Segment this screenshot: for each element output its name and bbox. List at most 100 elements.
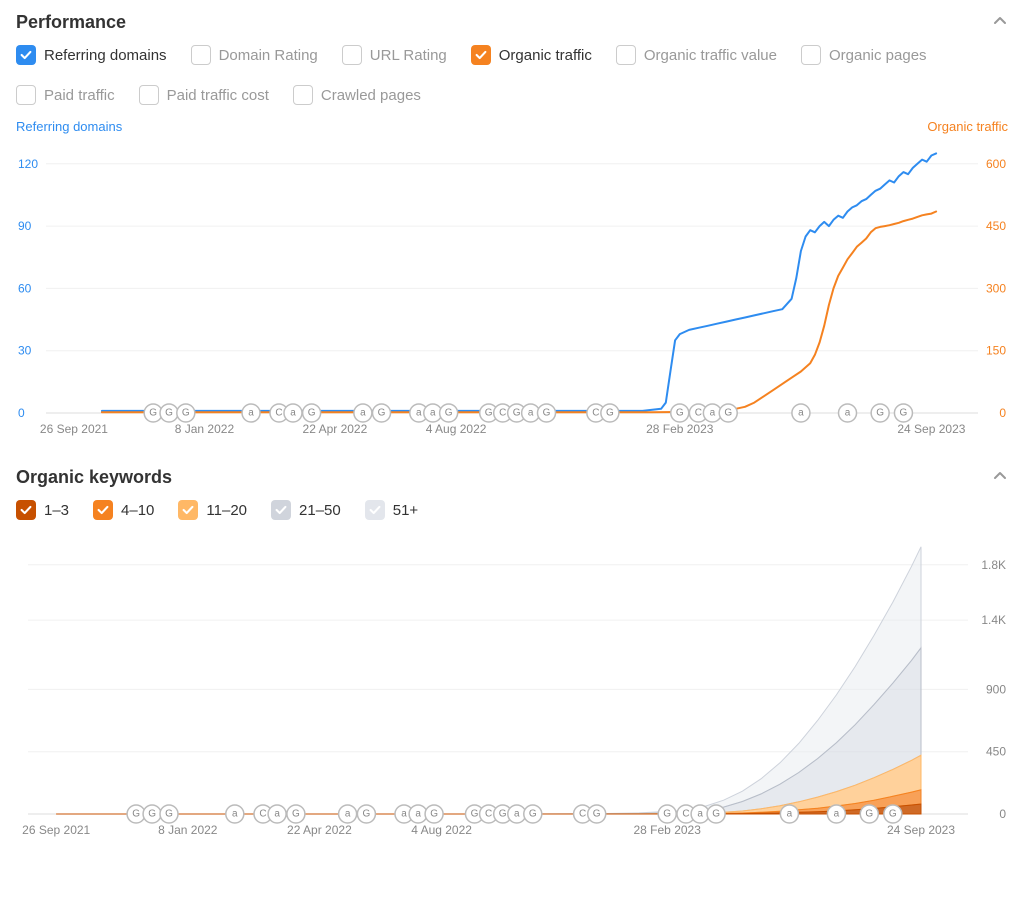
svg-text:1.4K: 1.4K xyxy=(981,613,1006,627)
checkbox-organic-traffic-value[interactable]: Organic traffic value xyxy=(616,45,777,65)
chevron-up-icon[interactable] xyxy=(992,13,1008,32)
checkbox-organic-traffic[interactable]: Organic traffic xyxy=(471,45,592,65)
checkbox-unchecked-icon xyxy=(16,85,36,105)
organic-keywords-title: Organic keywords xyxy=(16,467,172,488)
svg-text:28 Feb 2023: 28 Feb 2023 xyxy=(634,823,702,837)
checkbox-paid-traffic[interactable]: Paid traffic xyxy=(16,85,115,105)
checkbox-paid-traffic-cost[interactable]: Paid traffic cost xyxy=(139,85,269,105)
checkbox-unchecked-icon xyxy=(616,45,636,65)
svg-text:a: a xyxy=(697,809,703,820)
svg-text:a: a xyxy=(232,809,238,820)
performance-chart-svg: 0306090120015030045060026 Sep 20218 Jan … xyxy=(16,123,1008,443)
checkbox-unchecked-icon xyxy=(139,85,159,105)
checkbox-checked-icon xyxy=(471,45,491,65)
svg-text:G: G xyxy=(485,408,493,419)
performance-section: Performance Referring domains Domain Rati… xyxy=(16,12,1008,443)
svg-text:G: G xyxy=(543,408,551,419)
svg-text:G: G xyxy=(430,809,438,820)
performance-title: Performance xyxy=(16,12,126,33)
checkbox-label: Referring domains xyxy=(44,47,167,64)
svg-text:28 Feb 2023: 28 Feb 2023 xyxy=(646,422,714,436)
svg-text:a: a xyxy=(345,809,351,820)
svg-text:22 Apr 2022: 22 Apr 2022 xyxy=(303,422,368,436)
svg-text:26 Sep 2021: 26 Sep 2021 xyxy=(22,823,90,837)
svg-text:C: C xyxy=(499,408,506,419)
checkbox-label: 11–20 xyxy=(206,502,247,519)
svg-text:C: C xyxy=(275,408,282,419)
svg-text:0: 0 xyxy=(999,807,1006,821)
checkbox-crawled-pages[interactable]: Crawled pages xyxy=(293,85,421,105)
svg-text:26 Sep 2021: 26 Sep 2021 xyxy=(40,422,108,436)
checkbox-checked-icon xyxy=(16,500,36,520)
svg-text:a: a xyxy=(401,809,407,820)
checkbox-4-10[interactable]: 4–10 xyxy=(93,500,154,520)
svg-text:G: G xyxy=(513,408,521,419)
checkbox-checked-icon xyxy=(93,500,113,520)
svg-text:4 Aug 2022: 4 Aug 2022 xyxy=(411,823,472,837)
organic-keywords-chart: 04509001.4K1.8K26 Sep 20218 Jan 202222 A… xyxy=(16,534,1008,844)
checkbox-label: Paid traffic xyxy=(44,87,115,104)
svg-text:24 Sep 2023: 24 Sep 2023 xyxy=(897,422,965,436)
svg-text:900: 900 xyxy=(986,682,1006,696)
checkbox-unchecked-icon xyxy=(342,45,362,65)
checkbox-label: 4–10 xyxy=(121,502,154,519)
svg-text:G: G xyxy=(712,809,720,820)
checkbox-domain-rating[interactable]: Domain Rating xyxy=(191,45,318,65)
checkbox-url-rating[interactable]: URL Rating xyxy=(342,45,447,65)
checkbox-referring-domains[interactable]: Referring domains xyxy=(16,45,167,65)
svg-text:150: 150 xyxy=(986,344,1006,358)
checkbox-51-[interactable]: 51+ xyxy=(365,500,418,520)
svg-text:G: G xyxy=(900,408,908,419)
svg-text:G: G xyxy=(148,809,156,820)
checkbox-1-3[interactable]: 1–3 xyxy=(16,500,69,520)
chevron-up-icon[interactable] xyxy=(992,468,1008,487)
svg-text:a: a xyxy=(360,408,366,419)
svg-text:G: G xyxy=(606,408,614,419)
checkbox-label: URL Rating xyxy=(370,47,447,64)
checkbox-checked-icon xyxy=(271,500,291,520)
checkbox-unchecked-icon xyxy=(801,45,821,65)
svg-text:a: a xyxy=(710,408,716,419)
svg-text:90: 90 xyxy=(18,219,32,233)
checkbox-label: 51+ xyxy=(393,502,418,519)
svg-text:C: C xyxy=(695,408,702,419)
checkbox-label: Organic traffic value xyxy=(644,47,777,64)
svg-text:C: C xyxy=(259,809,266,820)
svg-text:G: G xyxy=(292,809,300,820)
svg-text:G: G xyxy=(165,408,173,419)
svg-text:450: 450 xyxy=(986,745,1006,759)
svg-text:30: 30 xyxy=(18,344,32,358)
svg-text:G: G xyxy=(889,809,897,820)
svg-text:G: G xyxy=(876,408,884,419)
checkbox-checked-icon xyxy=(16,45,36,65)
svg-text:C: C xyxy=(579,809,586,820)
svg-text:G: G xyxy=(865,809,873,820)
checkbox-label: Crawled pages xyxy=(321,87,421,104)
svg-text:8 Jan 2022: 8 Jan 2022 xyxy=(175,422,235,436)
svg-text:G: G xyxy=(663,809,671,820)
svg-text:a: a xyxy=(415,809,421,820)
performance-chart: Referring domains Organic traffic 030609… xyxy=(16,123,1008,443)
svg-text:G: G xyxy=(182,408,190,419)
checkbox-organic-pages[interactable]: Organic pages xyxy=(801,45,927,65)
svg-text:a: a xyxy=(290,408,296,419)
svg-text:G: G xyxy=(308,408,316,419)
svg-text:22 Apr 2022: 22 Apr 2022 xyxy=(287,823,352,837)
svg-text:a: a xyxy=(416,408,422,419)
svg-text:a: a xyxy=(430,408,436,419)
svg-text:C: C xyxy=(592,408,599,419)
checkbox-unchecked-icon xyxy=(191,45,211,65)
organic-keywords-checkbox-row: 1–3 4–10 11–20 21–50 51+ xyxy=(16,500,1008,520)
svg-text:1.8K: 1.8K xyxy=(981,558,1006,572)
checkbox-11-20[interactable]: 11–20 xyxy=(178,500,247,520)
svg-text:G: G xyxy=(676,408,684,419)
checkbox-label: Paid traffic cost xyxy=(167,87,269,104)
svg-text:G: G xyxy=(165,809,173,820)
organic-keywords-chart-svg: 04509001.4K1.8K26 Sep 20218 Jan 202222 A… xyxy=(16,534,1008,844)
checkbox-checked-icon xyxy=(178,500,198,520)
svg-text:G: G xyxy=(132,809,140,820)
checkbox-unchecked-icon xyxy=(293,85,313,105)
svg-text:G: G xyxy=(471,809,479,820)
svg-text:a: a xyxy=(514,809,520,820)
checkbox-21-50[interactable]: 21–50 xyxy=(271,500,341,520)
